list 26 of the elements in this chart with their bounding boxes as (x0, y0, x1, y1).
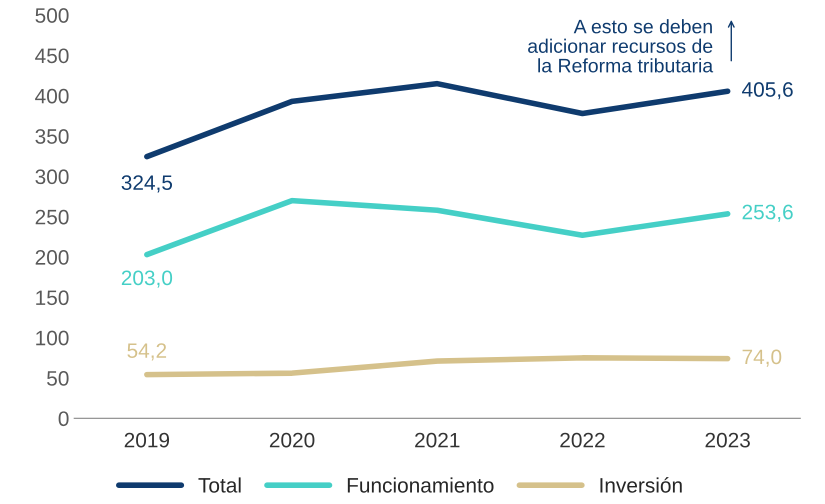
y-tick-label: 50 (47, 371, 69, 386)
y-tick-label: 100 (36, 330, 69, 346)
x-tick-label: 2023 (706, 432, 750, 448)
legend-label: Inversión (600, 477, 682, 493)
y-tick-label: 150 (36, 290, 69, 306)
data-label: 324,5 (122, 175, 172, 192)
x-tick-label: 2020 (270, 432, 314, 448)
x-tick-label: 2022 (560, 432, 605, 448)
data-label: 54,2 (127, 343, 166, 360)
x-tick-label: 2019 (124, 432, 170, 448)
y-tick-label: 350 (35, 129, 69, 144)
y-tick-label: 450 (35, 48, 69, 64)
data-label: 203,0 (122, 270, 172, 288)
y-tick-label: 200 (36, 250, 69, 265)
data-label: 253,6 (742, 204, 793, 222)
y-tick-label: 250 (36, 210, 69, 224)
data-label: 405,6 (742, 82, 793, 100)
y-tick-label: 0 (58, 411, 69, 426)
legend-label: Funcionamiento (348, 477, 494, 493)
y-tick-label: 300 (35, 169, 69, 184)
y-tick-label: 500 (35, 8, 69, 23)
y-tick-label: 400 (35, 88, 69, 104)
annotation: A esto se deben adicionar recursos de la Reforma tributaria (528, 19, 714, 73)
x-tick-label: 2021 (415, 432, 460, 448)
data-label: 74,0 (742, 349, 782, 367)
legend-label: Total (198, 477, 241, 493)
